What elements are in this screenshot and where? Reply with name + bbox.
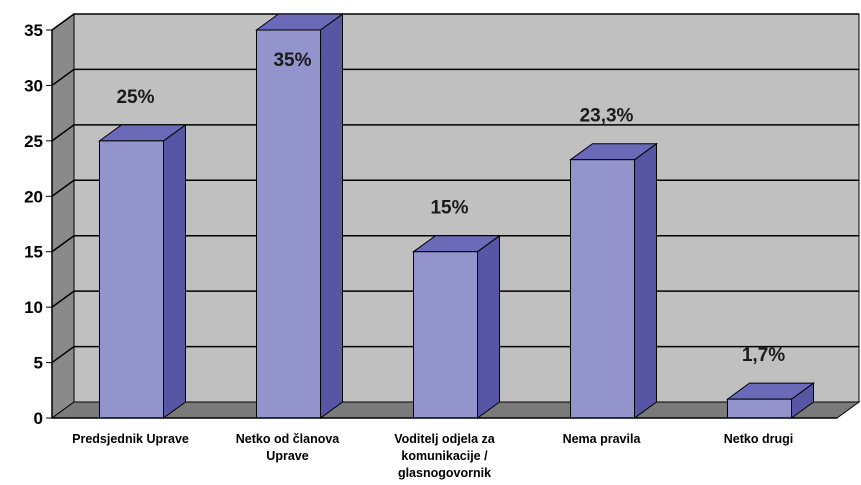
y-tick-label: 0 xyxy=(34,409,43,428)
y-tick-label: 10 xyxy=(24,298,43,317)
y-tick-label: 30 xyxy=(24,76,43,95)
category-label: glasnogovornik xyxy=(398,466,491,480)
data-label: 15% xyxy=(430,198,468,219)
y-tick-label: 25 xyxy=(24,132,43,151)
category-label: komunikacije / xyxy=(401,449,488,463)
gridline xyxy=(51,68,859,87)
y-tick-label: 5 xyxy=(34,354,43,373)
data-label: 23,3% xyxy=(580,106,634,127)
bars xyxy=(97,13,816,419)
gridline xyxy=(51,124,859,142)
category-label: Netko drugi xyxy=(724,432,793,446)
data-label: 35% xyxy=(273,50,311,71)
category-label: Nema pravila xyxy=(563,432,642,446)
x-axis: Predsjednik Uprave Netko od članova Uprave… xyxy=(52,417,837,480)
bar-side xyxy=(163,123,186,419)
y-tick-label: 35 xyxy=(24,21,43,40)
data-labels: 25% 35% 15% 23,3% 1,7% xyxy=(116,50,785,366)
y-tick-label: 15 xyxy=(24,243,43,262)
data-label: 25% xyxy=(116,87,154,108)
category-label: Predsjednik Uprave xyxy=(72,432,189,446)
gridline xyxy=(51,13,859,31)
y-axis: 0 5 10 15 20 25 30 35 xyxy=(24,21,53,428)
bar xyxy=(256,29,321,419)
bar xyxy=(413,251,478,419)
data-label: 1,7% xyxy=(742,345,785,366)
bar xyxy=(570,159,635,419)
side-wall xyxy=(51,13,75,419)
bar-side xyxy=(320,13,343,419)
category-label: Netko od članova xyxy=(236,432,341,446)
bar xyxy=(99,140,164,419)
bar xyxy=(727,398,792,419)
y-tick-label: 20 xyxy=(24,187,43,206)
bar-side xyxy=(634,142,657,419)
bar-side xyxy=(477,234,500,419)
category-label: Voditelj odjela za xyxy=(394,432,496,446)
category-label: Uprave xyxy=(266,449,308,463)
